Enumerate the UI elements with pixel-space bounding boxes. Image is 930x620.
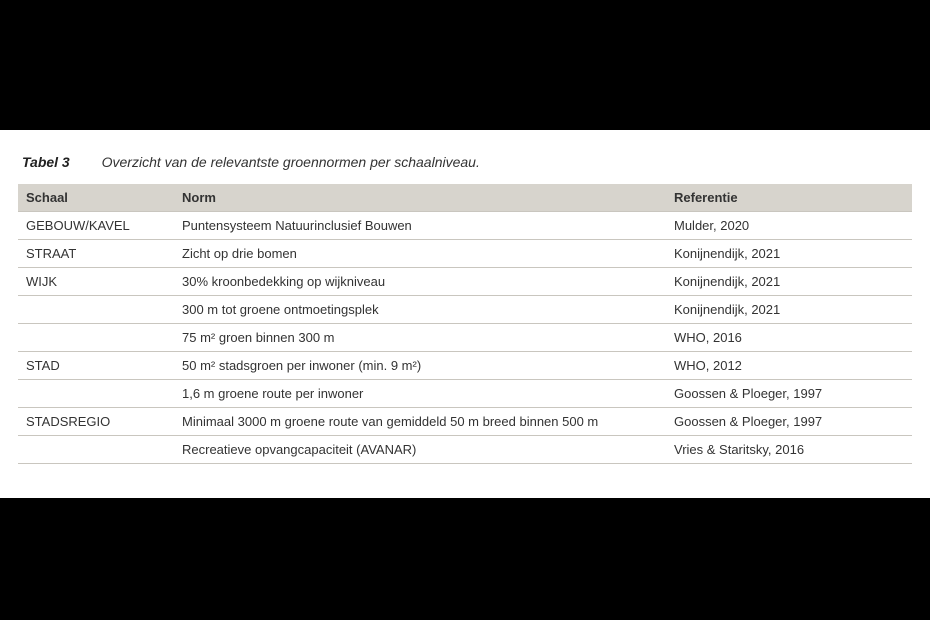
cell-norm: Zicht op drie bomen	[174, 240, 666, 268]
table-page: Tabel 3 Overzicht van de relevantste gro…	[0, 130, 930, 498]
table-row: STADSREGIO Minimaal 3000 m groene route …	[18, 408, 912, 436]
cell-schaal: STAD	[18, 352, 174, 380]
cell-schaal: GEBOUW/KAVEL	[18, 212, 174, 240]
cell-schaal	[18, 436, 174, 464]
table-row: STAD 50 m² stadsgroen per inwoner (min. …	[18, 352, 912, 380]
cell-ref: Konijnendijk, 2021	[666, 268, 912, 296]
cell-ref: Goossen & Ploeger, 1997	[666, 380, 912, 408]
table-row: Recreatieve opvangcapaciteit (AVANAR) Vr…	[18, 436, 912, 464]
cell-ref: Konijnendijk, 2021	[666, 240, 912, 268]
caption-label: Tabel 3	[22, 154, 70, 170]
cell-ref: WHO, 2012	[666, 352, 912, 380]
caption-text: Overzicht van de relevantste groennormen…	[102, 154, 480, 170]
table-body: GEBOUW/KAVEL Puntensysteem Natuurinclusi…	[18, 212, 912, 464]
cell-ref: WHO, 2016	[666, 324, 912, 352]
cell-schaal	[18, 296, 174, 324]
col-header-norm: Norm	[174, 184, 666, 212]
cell-norm: 1,6 m groene route per inwoner	[174, 380, 666, 408]
groennormen-table: Schaal Norm Referentie GEBOUW/KAVEL Punt…	[18, 184, 912, 464]
cell-ref: Mulder, 2020	[666, 212, 912, 240]
cell-schaal	[18, 324, 174, 352]
cell-schaal: STRAAT	[18, 240, 174, 268]
col-header-schaal: Schaal	[18, 184, 174, 212]
cell-ref: Goossen & Ploeger, 1997	[666, 408, 912, 436]
table-row: 75 m² groen binnen 300 m WHO, 2016	[18, 324, 912, 352]
table-row: 300 m tot groene ontmoetingsplek Konijne…	[18, 296, 912, 324]
cell-ref: Vries & Staritsky, 2016	[666, 436, 912, 464]
table-header-row: Schaal Norm Referentie	[18, 184, 912, 212]
cell-norm: 300 m tot groene ontmoetingsplek	[174, 296, 666, 324]
cell-schaal: WIJK	[18, 268, 174, 296]
cell-ref: Konijnendijk, 2021	[666, 296, 912, 324]
cell-norm: Puntensysteem Natuurinclusief Bouwen	[174, 212, 666, 240]
cell-norm: 75 m² groen binnen 300 m	[174, 324, 666, 352]
cell-norm: Recreatieve opvangcapaciteit (AVANAR)	[174, 436, 666, 464]
cell-norm: 30% kroonbedekking op wijkniveau	[174, 268, 666, 296]
cell-norm: 50 m² stadsgroen per inwoner (min. 9 m²)	[174, 352, 666, 380]
col-header-ref: Referentie	[666, 184, 912, 212]
table-caption: Tabel 3 Overzicht van de relevantste gro…	[22, 154, 912, 170]
cell-norm: Minimaal 3000 m groene route van gemidde…	[174, 408, 666, 436]
cell-schaal: STADSREGIO	[18, 408, 174, 436]
table-row: GEBOUW/KAVEL Puntensysteem Natuurinclusi…	[18, 212, 912, 240]
table-row: STRAAT Zicht op drie bomen Konijnendijk,…	[18, 240, 912, 268]
cell-schaal	[18, 380, 174, 408]
table-row: 1,6 m groene route per inwoner Goossen &…	[18, 380, 912, 408]
table-row: WIJK 30% kroonbedekking op wijkniveau Ko…	[18, 268, 912, 296]
